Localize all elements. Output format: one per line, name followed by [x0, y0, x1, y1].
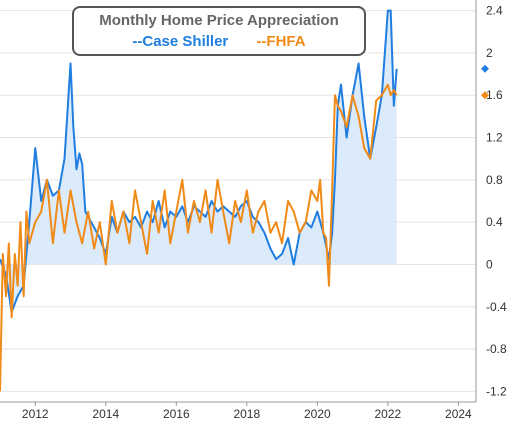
y-tick-label: 0.4: [486, 215, 503, 229]
y-tick-label: -0.4: [486, 300, 507, 314]
legend-entry-case-shiller: --Case Shiller: [132, 33, 229, 50]
legend-entry-fhfa: --FHFA: [256, 33, 306, 50]
last-value-markers: [481, 64, 489, 100]
legend-entries: --Case Shiller --FHFA: [74, 33, 364, 50]
y-tick-label: 2.4: [486, 4, 503, 18]
x-tick-label: 2012: [22, 407, 49, 421]
y-tick-label: -0.8: [486, 342, 507, 356]
x-tick-label: 2018: [233, 407, 260, 421]
x-tick-label: 2020: [304, 407, 331, 421]
case-shiller-last-marker: [481, 64, 489, 73]
legend: Monthly Home Price Appreciation --Case S…: [72, 6, 366, 56]
series-lines: [0, 9, 398, 392]
y-tick-label: 2: [486, 46, 493, 60]
case-shiller-area: [0, 10, 397, 313]
x-tick-label: 2014: [92, 407, 119, 421]
y-tick-label: 0.8: [486, 173, 503, 187]
chart-title: Monthly Home Price Appreciation: [99, 12, 339, 29]
axes: [0, 0, 477, 406]
x-tick-label: 2024: [445, 407, 472, 421]
x-tick-label: 2022: [375, 407, 402, 421]
x-tick-label: 2016: [163, 407, 190, 421]
y-tick-label: 1.6: [486, 88, 503, 102]
y-tick-labels: -1.2 -0.8 -0.4 0 0.4 0.8 1.2 1.6 2 2.4: [486, 4, 507, 399]
y-tick-label: 0: [486, 257, 493, 271]
x-tick-labels: 2012 2014 2016 2018 2020 2022 2024: [22, 407, 472, 421]
y-tick-label: 1.2: [486, 131, 503, 145]
case-shiller-line: [0, 9, 398, 314]
fhfa-last-marker: [481, 91, 489, 100]
area-fill-layer: [0, 10, 397, 313]
fhfa-line: [0, 83, 398, 392]
y-tick-label: -1.2: [486, 384, 507, 398]
